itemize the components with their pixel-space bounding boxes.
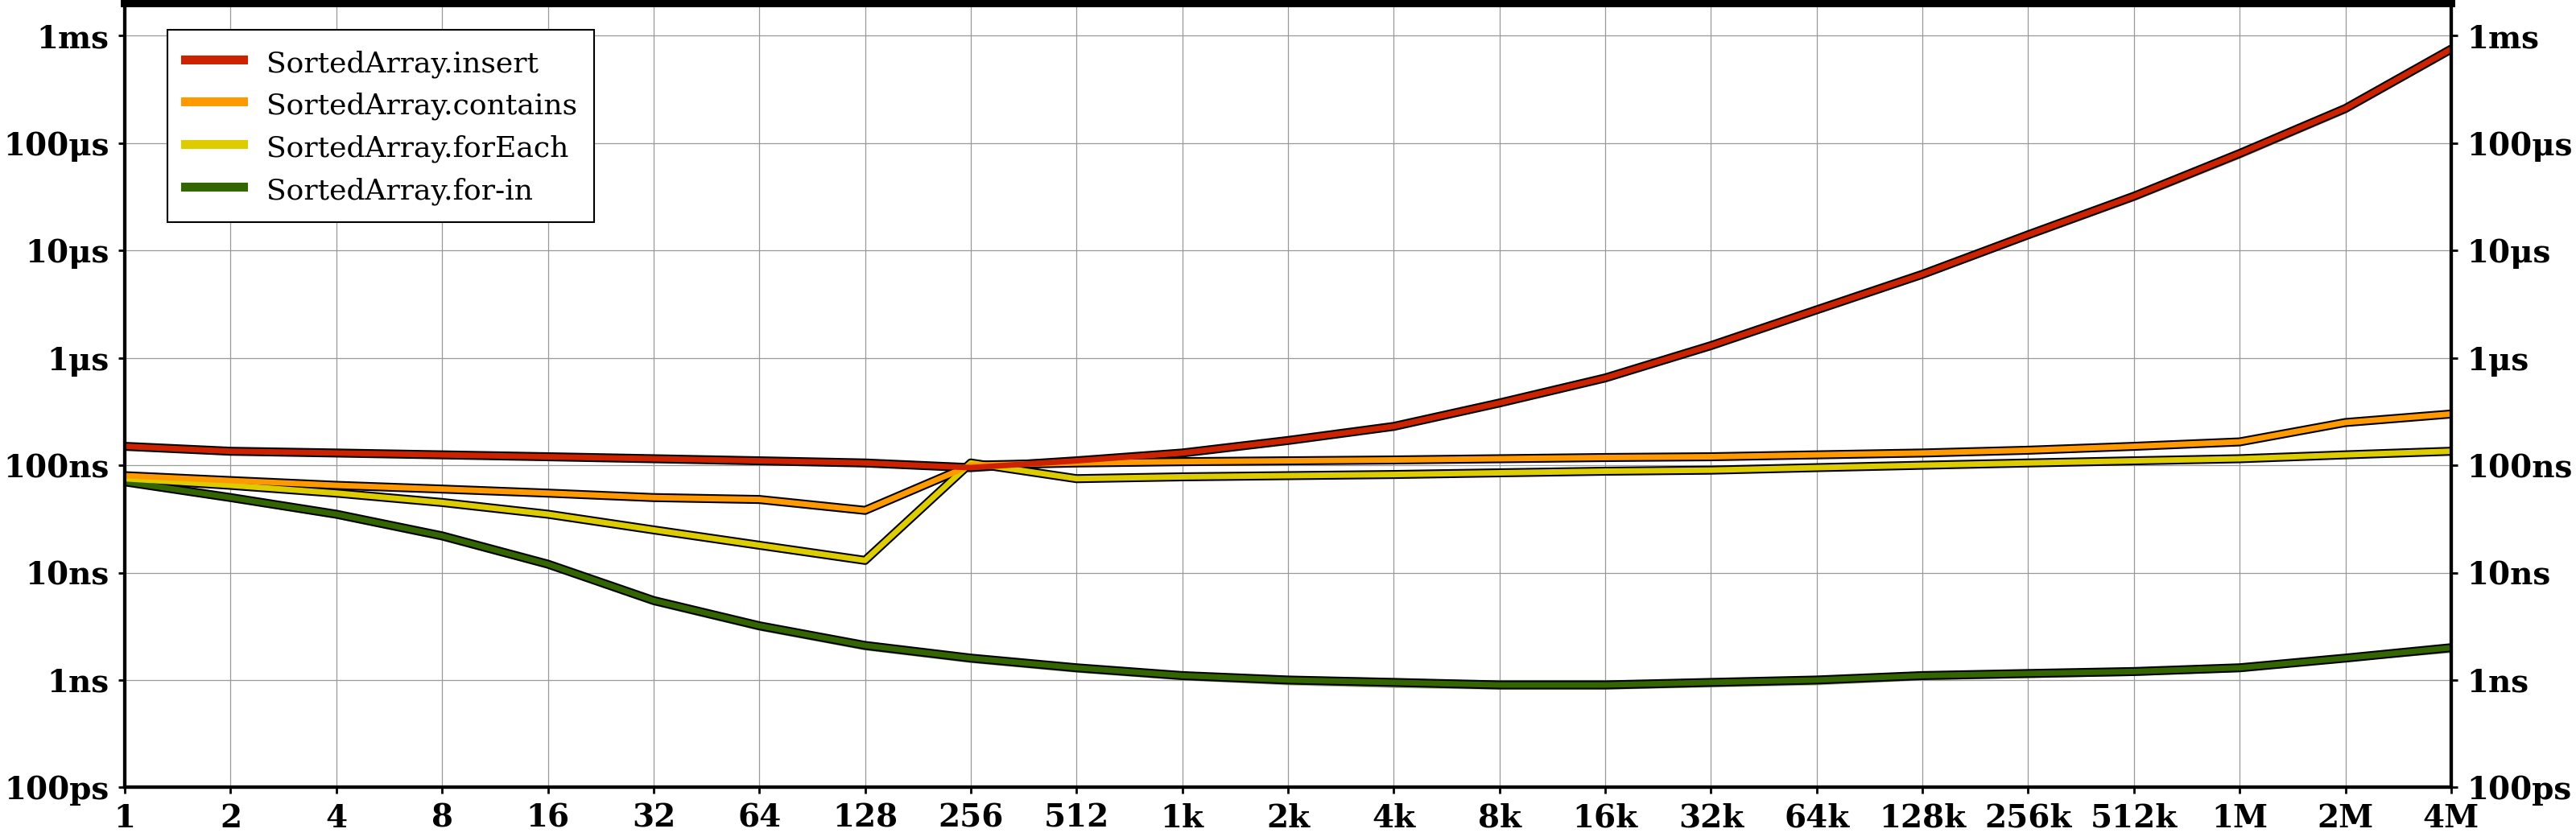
Legend: SortedArray.insert, SortedArray.contains, SortedArray.forEach, SortedArray.for-i: SortedArray.insert, SortedArray.contains… — [167, 29, 595, 223]
